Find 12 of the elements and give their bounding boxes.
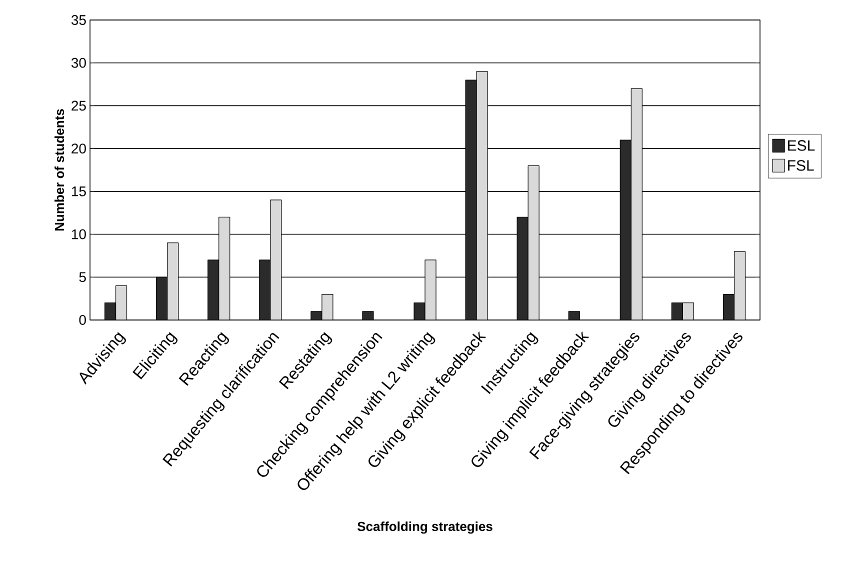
legend-label: ESL (788, 140, 815, 151)
y-tick-label: 5 (79, 272, 86, 282)
y-tick-label: 25 (72, 100, 86, 111)
y-tick-label: 30 (71, 58, 86, 68)
y-tick-label: 20 (72, 144, 86, 154)
legend-label: FSL (788, 160, 814, 171)
y-tick-label: 35 (71, 15, 86, 25)
y-tick-label: 0 (79, 315, 86, 325)
y-tick-label: 10 (72, 229, 86, 240)
y-axis-title: Number of students (54, 109, 64, 231)
x-axis-title: Scaffolding strategies (357, 522, 492, 534)
y-tick-label: 15 (72, 186, 86, 196)
